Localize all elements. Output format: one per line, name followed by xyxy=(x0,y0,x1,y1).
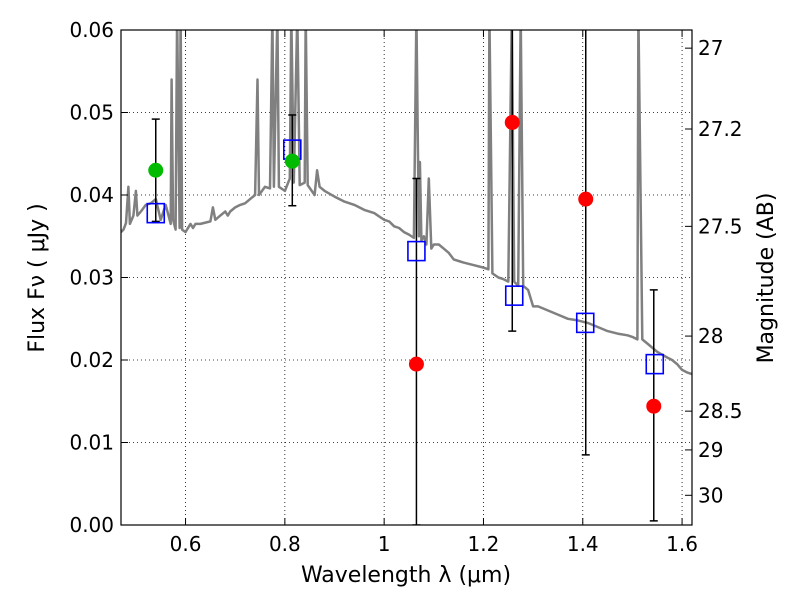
x-tick-label: 0.6 xyxy=(170,532,202,556)
axis-ticks: 0.6 0.8 1 1.2 1.4 1.6 0.00 0.01 0.02 0.03 0.04 0.05… xyxy=(69,18,742,556)
y2-tick-label: 29 xyxy=(698,438,723,462)
model-photometry-marker xyxy=(146,202,166,224)
y2-tick-label: 28 xyxy=(698,324,723,348)
y-tick-label: 0.00 xyxy=(69,513,114,537)
non-detection-marker xyxy=(578,191,594,207)
model-photometry-marker xyxy=(504,285,524,306)
y-tick-label: 0.02 xyxy=(69,348,114,372)
non-detection-marker xyxy=(646,398,662,414)
detection-marker xyxy=(148,162,164,178)
y2-tick-label: 27.5 xyxy=(698,214,743,238)
non-detection-marker xyxy=(408,356,424,372)
y2-tick-label: 27 xyxy=(698,36,723,60)
x-tick-label: 1.2 xyxy=(468,532,500,556)
model-photometry-marker xyxy=(645,353,665,375)
y-tick-label: 0.01 xyxy=(69,431,114,455)
x-tick-label: 1 xyxy=(378,532,391,556)
x-tick-label: 1.4 xyxy=(567,532,599,556)
y2-tick-label: 28.5 xyxy=(698,399,743,423)
x-tick-label: 0.8 xyxy=(269,532,301,556)
y-axis-label: Flux Fν ( μJy ) xyxy=(25,203,50,352)
x-axis-label: Wavelength λ (μm) xyxy=(301,563,511,588)
y-tick-label: 0.03 xyxy=(69,266,114,290)
y2-axis-label: Magnitude (AB) xyxy=(754,193,779,364)
model-photometry-marker xyxy=(407,240,426,262)
non-detection-marker xyxy=(504,114,520,130)
grid-lines xyxy=(121,29,692,526)
y-tick-label: 0.05 xyxy=(69,101,114,125)
model-sed-line xyxy=(121,30,692,376)
y2-tick-label: 30 xyxy=(698,483,723,507)
model-photometry-marker xyxy=(575,312,595,334)
x-tick-label: 1.6 xyxy=(666,532,698,556)
y-tick-label: 0.06 xyxy=(69,18,114,42)
plot-area xyxy=(121,30,692,525)
detection-marker xyxy=(284,153,300,169)
y-tick-label: 0.04 xyxy=(69,183,114,207)
y2-tick-label: 27.2 xyxy=(698,117,743,141)
plot-frame xyxy=(120,29,693,526)
